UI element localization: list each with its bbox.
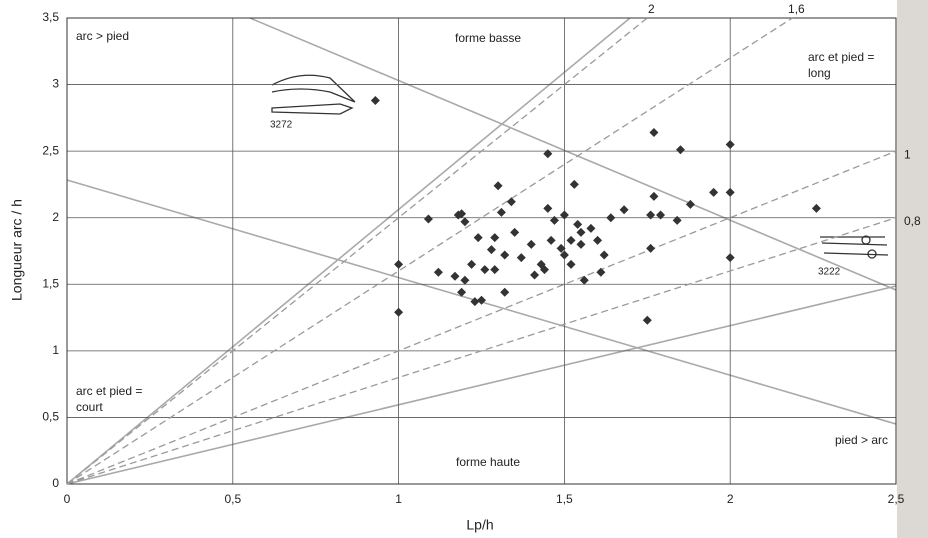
y-tick-label: 3,5 [42,10,59,24]
x-tick-label: 1 [395,492,402,506]
y-axis-label: Longueur arc / h [9,199,25,301]
x-tick-label: 0,5 [224,492,241,506]
annotation: court [76,400,103,414]
y-tick-label: 0,5 [42,410,59,424]
annotation: forme haute [456,455,520,469]
page-margin [897,0,928,538]
figure-number: 3222 [818,267,841,278]
y-tick-label: 2 [52,210,59,224]
y-tick-label: 3 [52,77,59,91]
ratio-label: 2 [648,2,655,16]
x-tick-label: 2 [727,492,734,506]
annotation: arc > pied [76,29,129,43]
chart: arc > pied forme basse arc et pied = lon… [0,0,928,538]
ratio-label: 0,8 [904,214,921,228]
ratio-label: 1,6 [788,2,805,16]
x-tick-label: 1,5 [556,492,573,506]
figure-number: 3272 [270,120,293,131]
annotation: forme basse [455,31,521,45]
x-axis-label: Lp/h [466,517,493,533]
y-tick-label: 1,5 [42,276,59,290]
x-tick-label: 2,5 [888,492,905,506]
y-tick-label: 0 [52,476,59,490]
y-tick-label: 2,5 [42,143,59,157]
annotation: arc et pied = [808,50,874,64]
ratio-label: 1 [904,147,911,161]
annotation: arc et pied = [76,384,142,398]
annotation: long [808,66,831,80]
x-tick-label: 0 [64,492,71,506]
annotation: pied > arc [835,433,888,447]
y-tick-label: 1 [52,343,59,357]
